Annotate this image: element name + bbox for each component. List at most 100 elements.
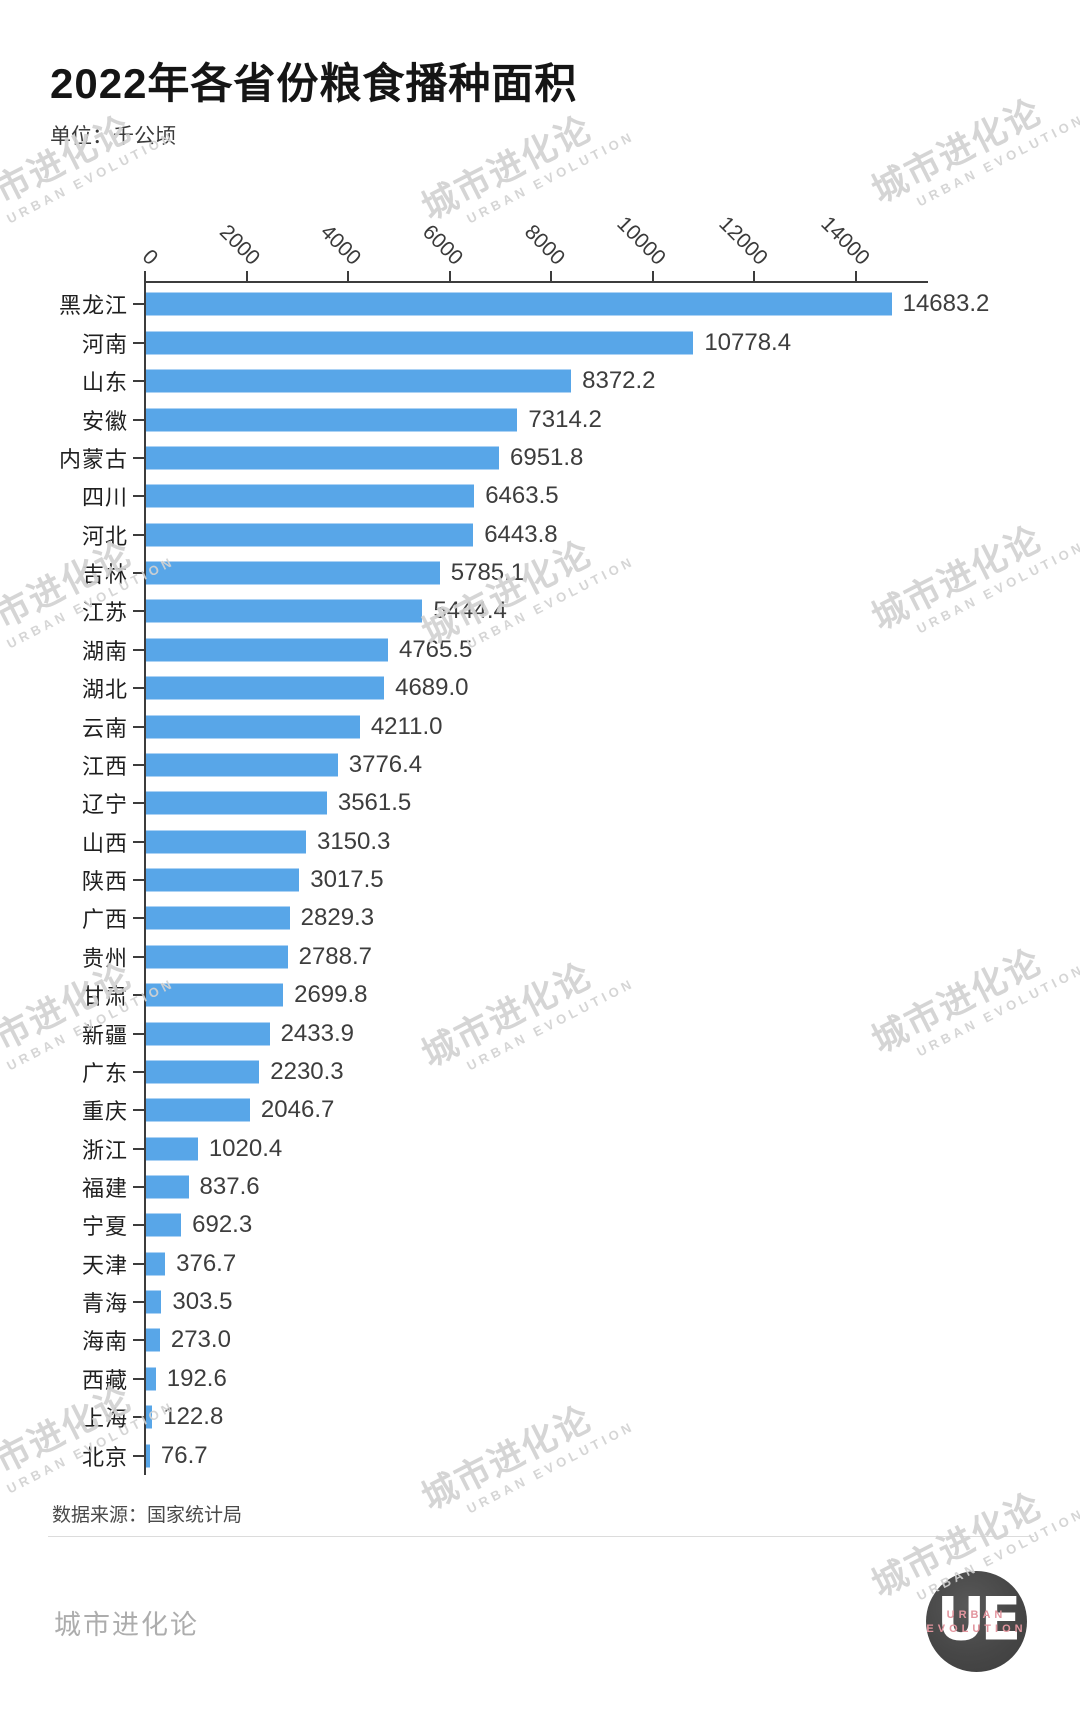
y-tick-mark	[133, 955, 144, 958]
bar	[146, 945, 288, 969]
value-label: 6443.8	[484, 520, 558, 548]
bar	[146, 715, 360, 739]
value-label: 2046.7	[260, 1096, 335, 1124]
value-label: 8372.2	[582, 367, 656, 395]
y-tick-mark	[133, 994, 144, 997]
value-label: 692.3	[192, 1211, 253, 1239]
province-label: 甘肃	[81, 984, 128, 1010]
page-title: 2022年各省份粮食播种面积	[50, 60, 578, 107]
province-label: 青海	[81, 1291, 128, 1317]
bar	[146, 331, 694, 355]
province-label: 河南	[81, 331, 128, 357]
bar-row: 湖南 4765.5	[0, 631, 1080, 669]
y-axis-line	[144, 281, 146, 1475]
bar-row: 贵州 2788.7	[0, 938, 1080, 976]
value-label: 10778.4	[704, 328, 792, 356]
x-tick-label: 2000	[214, 220, 265, 270]
province-label: 重庆	[81, 1099, 128, 1125]
bar	[146, 1290, 162, 1314]
y-tick-mark	[133, 380, 144, 383]
y-tick-mark	[133, 917, 144, 920]
unit-label: 单位：千公顷	[50, 125, 176, 148]
logo-evolution-text: EVOLUTION	[926, 1623, 1027, 1635]
province-label: 江西	[81, 753, 128, 779]
province-label: 北京	[81, 1444, 128, 1470]
province-label: 贵州	[81, 945, 128, 971]
bar-row: 上海 122.8	[0, 1398, 1080, 1436]
bar	[146, 791, 327, 815]
bar	[146, 484, 475, 508]
bar	[146, 983, 284, 1007]
bar	[146, 369, 572, 393]
footer-divider	[48, 1536, 1034, 1537]
value-label: 837.6	[199, 1172, 260, 1200]
y-tick-mark	[133, 802, 144, 805]
province-label: 山东	[81, 370, 128, 396]
province-label: 西藏	[81, 1367, 128, 1393]
bar-row: 甘肃 2699.8	[0, 976, 1080, 1014]
value-label: 4689.0	[395, 674, 469, 702]
y-tick-mark	[133, 879, 144, 882]
bar-row: 山西 3150.3	[0, 822, 1080, 860]
logo-urban-text: URBAN	[946, 1609, 1007, 1621]
bar	[146, 1022, 270, 1046]
bar-row: 广西 2829.3	[0, 899, 1080, 937]
bar	[146, 1098, 250, 1122]
y-tick-mark	[133, 456, 144, 459]
bar	[146, 1060, 260, 1084]
bar	[146, 292, 892, 316]
province-label: 吉林	[81, 562, 128, 588]
bar-row: 陕西 3017.5	[0, 861, 1080, 899]
bar-row: 宁夏 692.3	[0, 1206, 1080, 1244]
y-tick-mark	[133, 533, 144, 536]
x-tick-label: 4000	[316, 220, 366, 270]
x-tick-mark	[347, 271, 350, 282]
bar-row: 吉林 5785.1	[0, 554, 1080, 592]
bar	[146, 561, 440, 585]
y-tick-mark	[133, 687, 144, 690]
y-tick-mark	[133, 1109, 144, 1112]
y-tick-mark	[133, 1185, 144, 1188]
province-label: 宁夏	[81, 1214, 128, 1240]
y-tick-mark	[133, 1262, 144, 1265]
province-label: 江苏	[81, 600, 128, 626]
province-label: 浙江	[81, 1137, 128, 1163]
value-label: 192.6	[166, 1364, 227, 1392]
x-tick-label: 14000	[815, 212, 874, 270]
value-label: 7314.2	[528, 405, 602, 433]
value-label: 2230.3	[270, 1057, 344, 1085]
bar	[146, 1405, 153, 1429]
value-label: 3150.3	[316, 827, 391, 855]
urban-evolution-logo: UE URBAN EVOLUTION	[926, 1571, 1027, 1672]
bar-row: 河南 10778.4	[0, 324, 1080, 362]
bar	[146, 676, 385, 700]
x-tick-mark	[753, 271, 756, 282]
value-label: 122.8	[163, 1403, 224, 1431]
bar	[146, 1213, 182, 1237]
bar-row: 内蒙古 6951.8	[0, 439, 1080, 477]
province-label: 内蒙古	[58, 446, 128, 472]
y-tick-mark	[133, 1416, 144, 1419]
x-tick-mark	[245, 271, 248, 282]
value-label: 273.0	[170, 1326, 231, 1354]
bar-row: 海南 273.0	[0, 1321, 1080, 1359]
y-tick-mark	[133, 341, 144, 344]
y-tick-mark	[133, 303, 144, 306]
bar-row: 新疆 2433.9	[0, 1014, 1080, 1052]
province-label: 河北	[81, 523, 128, 549]
watermark-cn-text: 城市进化论	[865, 91, 1049, 211]
bar	[146, 599, 423, 623]
province-label: 山西	[81, 830, 128, 856]
bar	[146, 1367, 156, 1391]
y-tick-mark	[133, 1301, 144, 1304]
y-tick-mark	[133, 840, 144, 843]
x-tick-label: 6000	[417, 220, 468, 270]
province-label: 湖南	[81, 638, 128, 664]
bar	[146, 1444, 150, 1468]
brand-footer-text: 城市进化论	[54, 1610, 199, 1640]
bar-row: 河北 6443.8	[0, 516, 1080, 554]
x-tick-mark	[651, 271, 654, 282]
y-tick-mark	[133, 1224, 144, 1227]
province-label: 云南	[81, 715, 128, 741]
